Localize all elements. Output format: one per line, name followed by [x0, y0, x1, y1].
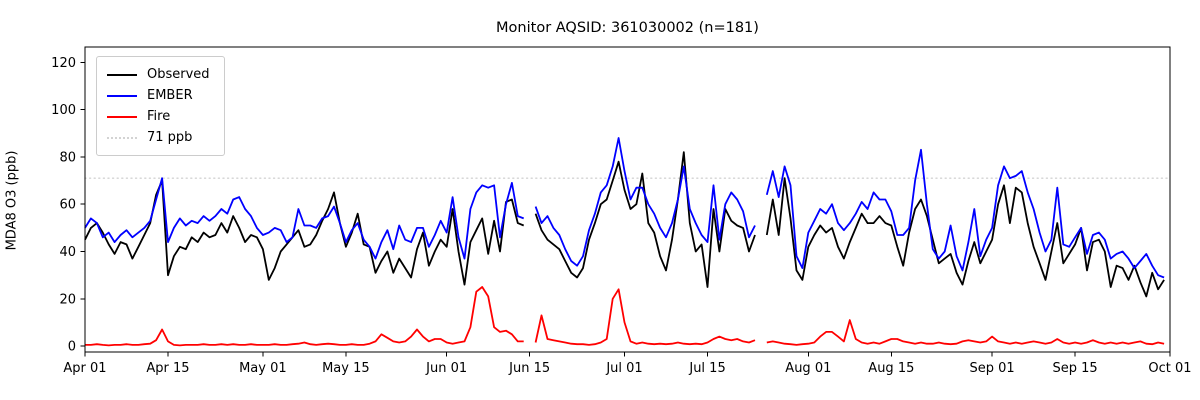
- y-tick-label: 100: [51, 103, 76, 118]
- legend-item-observed: Observed: [107, 64, 210, 85]
- series-line-ember: [84, 137, 1165, 279]
- y-tick-label: 20: [59, 292, 76, 307]
- series-line-fire: [85, 286, 1165, 347]
- x-tick-label: Apr 01: [63, 361, 106, 376]
- fire-line-swatch: [107, 115, 137, 118]
- x-tick-label: May 01: [239, 361, 287, 376]
- y-tick-label: 0: [68, 340, 76, 355]
- legend-item-ember: EMBER: [107, 85, 210, 106]
- legend: Observed EMBER Fire 71 ppb: [96, 56, 225, 156]
- x-tick-label: Aug 01: [785, 361, 831, 376]
- legend-item-threshold: 71 ppb: [107, 127, 210, 148]
- ember-line-swatch: [107, 94, 137, 97]
- y-tick-label: 120: [51, 56, 76, 71]
- x-tick-label: Sep 01: [970, 361, 1015, 376]
- x-tick-label: May 15: [322, 361, 370, 376]
- x-tick-label: Apr 15: [146, 361, 189, 376]
- y-tick-label: 40: [59, 245, 76, 260]
- legend-label: Observed: [147, 67, 210, 82]
- y-tick-label: 60: [59, 198, 76, 213]
- y-tick-label: 80: [59, 150, 76, 165]
- legend-label: 71 ppb: [147, 130, 193, 145]
- x-tick-label: Oct 01: [1148, 361, 1191, 376]
- x-tick-label: Jul 15: [688, 361, 725, 376]
- legend-label: Fire: [147, 109, 171, 124]
- x-tick-label: Jun 01: [425, 361, 467, 376]
- x-tick-label: Jun 15: [508, 361, 550, 376]
- x-tick-label: Sep 15: [1053, 361, 1098, 376]
- x-tick-label: Jul 01: [605, 361, 642, 376]
- threshold-line-swatch: [107, 136, 137, 139]
- legend-label: EMBER: [147, 88, 193, 103]
- legend-item-fire: Fire: [107, 106, 210, 127]
- chart-title: Monitor AQSID: 361030002 (n=181): [496, 20, 759, 36]
- x-tick-label: Aug 15: [868, 361, 914, 376]
- axes-box: [84, 46, 1171, 353]
- observed-line-swatch: [107, 73, 137, 76]
